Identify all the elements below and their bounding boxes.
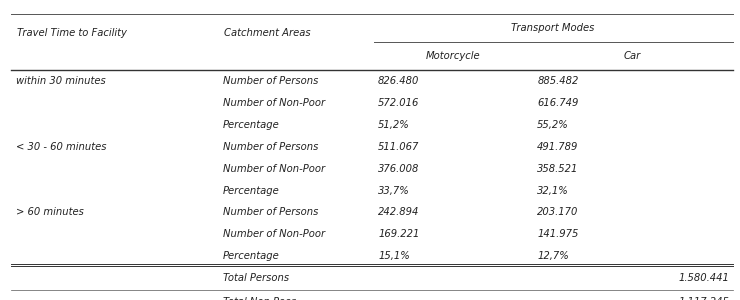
Text: Total Non Poor: Total Non Poor — [223, 297, 295, 300]
Text: 826.480: 826.480 — [378, 76, 420, 86]
Text: 203.170: 203.170 — [537, 207, 579, 218]
Text: 33,7%: 33,7% — [378, 185, 410, 196]
Text: 616.749: 616.749 — [537, 98, 579, 108]
Text: Total Persons: Total Persons — [223, 273, 289, 283]
Text: 1.580.441: 1.580.441 — [678, 273, 729, 283]
Text: Catchment Areas: Catchment Areas — [224, 28, 311, 38]
Text: Number of Non-Poor: Number of Non-Poor — [223, 164, 325, 174]
Text: Percentage: Percentage — [223, 185, 280, 196]
Text: Percentage: Percentage — [223, 120, 280, 130]
Text: Number of Non-Poor: Number of Non-Poor — [223, 229, 325, 239]
Text: Percentage: Percentage — [223, 251, 280, 261]
Text: Number of Persons: Number of Persons — [223, 76, 318, 86]
Text: 141.975: 141.975 — [537, 229, 579, 239]
Text: Transport Modes: Transport Modes — [511, 23, 595, 33]
Text: 376.008: 376.008 — [378, 164, 420, 174]
Text: 511.067: 511.067 — [378, 142, 420, 152]
Text: 491.789: 491.789 — [537, 142, 579, 152]
Text: 15,1%: 15,1% — [378, 251, 410, 261]
Text: 1.117.245: 1.117.245 — [678, 297, 729, 300]
Text: 885.482: 885.482 — [537, 76, 579, 86]
Text: 242.894: 242.894 — [378, 207, 420, 218]
Text: 32,1%: 32,1% — [537, 185, 569, 196]
Text: Car: Car — [624, 51, 642, 61]
Text: 358.521: 358.521 — [537, 164, 579, 174]
Text: within 30 minutes: within 30 minutes — [16, 76, 105, 86]
Text: Number of Persons: Number of Persons — [223, 142, 318, 152]
Text: 51,2%: 51,2% — [378, 120, 410, 130]
Text: 169.221: 169.221 — [378, 229, 420, 239]
Text: < 30 - 60 minutes: < 30 - 60 minutes — [16, 142, 106, 152]
Text: 572.016: 572.016 — [378, 98, 420, 108]
Text: Motorcycle: Motorcycle — [426, 51, 480, 61]
Text: 12,7%: 12,7% — [537, 251, 569, 261]
Text: Travel Time to Facility: Travel Time to Facility — [17, 28, 127, 38]
Text: Number of Non-Poor: Number of Non-Poor — [223, 98, 325, 108]
Text: > 60 minutes: > 60 minutes — [16, 207, 84, 218]
Text: Number of Persons: Number of Persons — [223, 207, 318, 218]
Text: 55,2%: 55,2% — [537, 120, 569, 130]
